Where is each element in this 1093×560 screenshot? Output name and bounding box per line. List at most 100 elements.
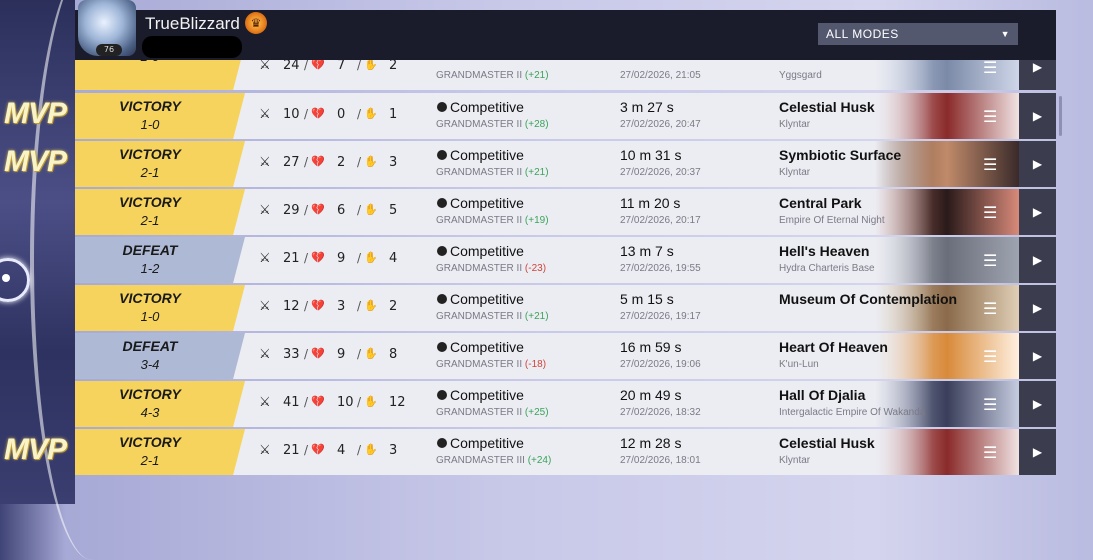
- menu-icon[interactable]: ☰: [983, 299, 998, 318]
- menu-icon[interactable]: ☰: [983, 395, 998, 414]
- play-icon[interactable]: ▶: [1019, 189, 1056, 235]
- map-thumbnail: [875, 237, 1019, 283]
- map-name: Celestial Husk: [779, 99, 875, 115]
- game-mode: Competitive: [437, 339, 524, 355]
- menu-icon[interactable]: ☰: [983, 347, 998, 366]
- assists-value: 4: [389, 251, 398, 266]
- rank-name: GRANDMASTER II: [436, 70, 525, 81]
- assists-value: 8: [389, 347, 398, 362]
- deaths-value: 0: [337, 107, 346, 122]
- play-icon[interactable]: ▶: [1019, 333, 1056, 379]
- competitive-icon: [437, 198, 447, 208]
- helping-hand-icon: ✋: [364, 347, 378, 360]
- broken-heart-icon: 💔: [311, 155, 325, 168]
- result-label: VICTORY: [119, 386, 181, 402]
- broken-heart-icon: 💔: [311, 347, 325, 360]
- menu-icon[interactable]: ☰: [983, 107, 998, 126]
- menu-icon[interactable]: ☰: [983, 203, 998, 222]
- match-row[interactable]: DEFEAT 1-2 ⚔ 21/💔 9/✋ 4 Competitive GRANDMASTER…: [75, 237, 1056, 283]
- broken-heart-icon: 💔: [311, 299, 325, 312]
- map-name: Celestial Husk: [779, 435, 875, 451]
- map-name: Central Park: [779, 195, 862, 211]
- competitive-icon: [437, 150, 447, 160]
- match-row[interactable]: VICTORY 4-3 ⚔ 41/💔 10/✋ 12 Competitive GRANDMAS…: [75, 381, 1056, 427]
- game-mode: Competitive: [437, 435, 524, 451]
- mvp-badge: MVP: [4, 145, 67, 178]
- menu-icon[interactable]: ☰: [983, 443, 998, 462]
- play-icon[interactable]: ▶: [1019, 381, 1056, 427]
- match-row[interactable]: VICTORY 1-0 ⚔ 12/💔 3/✋ 2 Competitive GRANDMASTE…: [75, 285, 1056, 331]
- play-icon[interactable]: ▶: [1019, 93, 1056, 139]
- stat-separator: /: [357, 155, 362, 169]
- chevron-down-icon: ▼: [1000, 29, 1010, 39]
- match-date: 27/02/2026, 18:01: [620, 455, 701, 466]
- play-icon[interactable]: ▶: [1019, 429, 1056, 475]
- match-score: 2-1: [140, 165, 160, 180]
- crossed-swords-icon: ⚔: [259, 347, 271, 362]
- match-row[interactable]: VICTORY 1-0 ⚔ 10/💔 0/✋ 1 Competitive GRANDMASTE…: [75, 93, 1056, 139]
- stat-separator: /: [304, 107, 309, 121]
- scrollbar[interactable]: [1059, 96, 1062, 136]
- side-ring-button[interactable]: [0, 258, 30, 302]
- menu-icon[interactable]: ☰: [983, 251, 998, 270]
- match-date: 27/02/2026, 19:06: [620, 359, 701, 370]
- kills-value: 41: [283, 395, 300, 410]
- match-result: VICTORY 2-1: [75, 141, 245, 187]
- deaths-value: 6: [337, 203, 346, 218]
- match-result: 2-0: [75, 60, 245, 90]
- match-result: VICTORY 4-3: [75, 381, 245, 427]
- map-thumbnail: [875, 60, 1019, 90]
- deaths-value: 10: [337, 395, 354, 410]
- player-level: 76: [96, 44, 122, 56]
- assists-value: 1: [389, 107, 398, 122]
- rank-info: GRANDMASTER II (+21): [436, 311, 549, 322]
- play-icon[interactable]: ▶: [1019, 285, 1056, 331]
- match-row[interactable]: VICTORY 2-1 ⚔ 21/💔 4/✋ 3 Competitive GRANDMASTE…: [75, 429, 1056, 475]
- match-date: 27/02/2026, 19:17: [620, 311, 701, 322]
- helping-hand-icon: ✋: [364, 203, 378, 216]
- game-mode: Competitive: [437, 147, 524, 163]
- menu-icon[interactable]: ☰: [983, 155, 998, 174]
- competitive-icon: [437, 246, 447, 256]
- broken-heart-icon: 💔: [311, 443, 325, 456]
- rank-change: (+28): [524, 119, 549, 130]
- rank-name: GRANDMASTER III: [436, 455, 528, 466]
- match-duration: 11 m 20 s: [620, 195, 681, 211]
- match-row[interactable]: DEFEAT 3-4 ⚔ 33/💔 9/✋ 8 Competitive GRANDMASTER…: [75, 333, 1056, 379]
- crossed-swords-icon: ⚔: [259, 251, 271, 266]
- rank-name: GRANDMASTER II: [436, 215, 525, 226]
- match-date: 27/02/2026, 19:55: [620, 263, 701, 274]
- broken-heart-icon: 💔: [311, 395, 325, 408]
- match-result: VICTORY 1-0: [75, 285, 245, 331]
- assists-value: 2: [389, 60, 398, 73]
- broken-heart-icon: 💔: [311, 203, 325, 216]
- rank-name: GRANDMASTER II: [436, 407, 525, 418]
- play-icon[interactable]: ▶: [1019, 141, 1056, 187]
- match-row[interactable]: VICTORY 2-1 ⚔ 29/💔 6/✋ 5 Competitive GRANDMASTE…: [75, 189, 1056, 235]
- match-row[interactable]: VICTORY 2-1 ⚔ 27/💔 2/✋ 3 Competitive GRANDMASTE…: [75, 141, 1056, 187]
- game-mode-label: Competitive: [450, 435, 524, 451]
- menu-icon[interactable]: ☰: [983, 60, 998, 77]
- map-region: Hydra Charteris Base: [779, 263, 875, 274]
- match-result: DEFEAT 3-4: [75, 333, 245, 379]
- deaths-value: 7: [337, 60, 346, 73]
- assists-value: 5: [389, 203, 398, 218]
- kills-value: 10: [283, 107, 300, 122]
- result-label: DEFEAT: [122, 242, 178, 258]
- deaths-value: 9: [337, 347, 346, 362]
- match-date: 27/02/2026, 18:32: [620, 407, 701, 418]
- stat-separator: /: [357, 251, 362, 265]
- result-label: VICTORY: [119, 290, 181, 306]
- game-mode-label: Competitive: [450, 243, 524, 259]
- mode-filter-select[interactable]: ALL MODES ▼: [818, 23, 1018, 45]
- rank-info: GRANDMASTER II (+19): [436, 215, 549, 226]
- helping-hand-icon: ✋: [364, 107, 378, 120]
- stat-separator: /: [304, 203, 309, 217]
- play-icon[interactable]: ▶: [1019, 237, 1056, 283]
- result-label: VICTORY: [119, 434, 181, 450]
- helping-hand-icon: ✋: [364, 60, 378, 71]
- rank-name: GRANDMASTER II: [436, 167, 525, 178]
- play-icon[interactable]: ▶: [1019, 60, 1056, 90]
- rank-name: GRANDMASTER II: [436, 119, 525, 130]
